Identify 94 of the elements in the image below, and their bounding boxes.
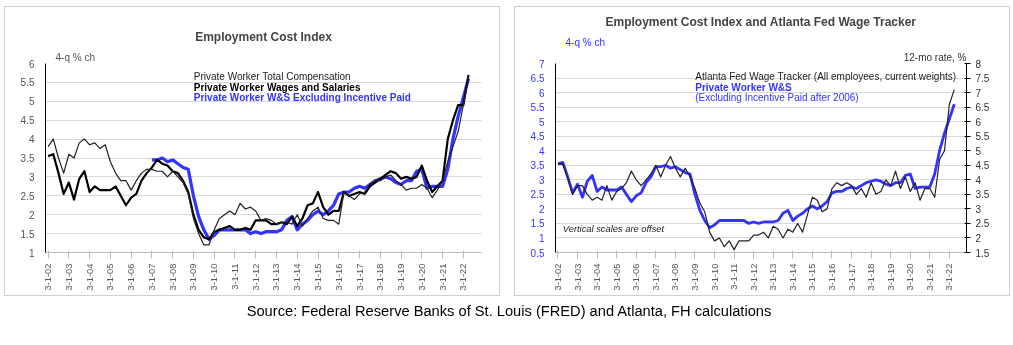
x-tick-label: 3-1-05 (611, 263, 622, 291)
y-tick-label: 1 (28, 247, 35, 259)
y2-tick-label: 5.5 (975, 131, 990, 143)
x-tick-label: 3-1-04 (84, 263, 95, 291)
x-tick-label: 3-1-12 (748, 263, 759, 291)
x-tick-label: 3-1-02 (552, 263, 563, 291)
y-tick-label: 5 (538, 116, 545, 128)
x-tick-label: 3-1-16 (333, 263, 344, 291)
y2-axis-title: 12-mo rate, % (903, 51, 967, 63)
annotation: Vertical scales are offset (562, 223, 665, 234)
x-tick-label: 3-1-22 (944, 263, 955, 291)
x-tick-label: 3-1-16 (826, 263, 837, 291)
text: Private Worker Wages and Salaries (193, 81, 361, 93)
chart-title: Employment Cost Index and Atlanta Fed Wage Tracker (605, 14, 917, 29)
x-tick-label: 3-1-20 (905, 263, 916, 291)
x-tick-label: 3-1-15 (313, 263, 323, 291)
y-tick-label: 6 (538, 87, 545, 99)
x-tick-label: 3-1-13 (768, 263, 779, 291)
y2-tick-label: 7.5 (975, 73, 990, 85)
y-axis-title: 4-q % ch (565, 36, 605, 48)
y2-tick-label: 6 (975, 116, 982, 128)
x-tick-label: 3-1-22 (458, 263, 469, 291)
x-tick-label: 3-1-20 (416, 263, 427, 291)
text: Private Worker W&S (Excluding Incentive Paid after 2006) (695, 81, 859, 104)
x-tick-label: 3-1-18 (866, 263, 877, 291)
x-tick-label: 3-1-21 (437, 263, 448, 291)
chart-title: Employment Cost Index (195, 29, 333, 44)
y-tick-label: 2.5 (20, 190, 35, 202)
y-tick-label: 2.5 (530, 189, 545, 201)
x-tick-label: 3-1-13 (271, 263, 282, 291)
y-tick-label: 4.5 (530, 131, 545, 143)
y-tick-label: 6.5 (530, 73, 545, 85)
y-tick-label: 4.5 (20, 115, 35, 127)
y-tick-label: 2 (538, 203, 545, 215)
y-axis-title: 4-q % ch (55, 51, 95, 63)
x-tick-label: 3-1-14 (787, 263, 798, 291)
x-tick-label: 3-1-17 (354, 263, 365, 291)
y2-tick-label: 7 (975, 87, 982, 99)
x-tick-label: 3-1-07 (146, 263, 157, 291)
y-tick-label: 3 (28, 171, 35, 183)
y-tick-label: 1 (538, 232, 545, 244)
x-tick-label: 3-1-11 (729, 263, 740, 290)
y-tick-label: 3.5 (20, 153, 35, 164)
x-tick-label: 3-1-11 (229, 263, 240, 290)
y2-tick-label: 5 (975, 145, 982, 157)
x-tick-label: 3-1-08 (670, 263, 681, 291)
y-tick-label: 5.5 (530, 102, 545, 114)
y-tick-label: 5.5 (20, 77, 35, 89)
text: Private Worker Total Compensation (193, 71, 351, 83)
x-tick-label: 3-1-18 (375, 263, 386, 291)
source-note: Source: Federal Reserve Banks of St. Louis (FRED) and Atlanta, FH calculations (246, 302, 772, 321)
x-tick-label: 3-1-14 (292, 263, 303, 291)
x-tick-label: 3-1-06 (126, 263, 137, 291)
x-tick-label: 3-1-05 (105, 263, 116, 291)
x-tick-label: 3-1-10 (209, 263, 220, 291)
y-tick-label: 1.5 (20, 228, 35, 240)
y-tick-label: 4 (538, 145, 545, 157)
y-tick-label: 7 (538, 58, 545, 70)
x-tick-label: 3-1-12 (250, 263, 261, 291)
x-tick-label: 3-1-09 (689, 263, 700, 291)
y-tick-label: 4 (28, 134, 35, 146)
x-tick-label: 3-1-02 (43, 263, 54, 291)
x-tick-label: 3-1-15 (807, 263, 818, 291)
x-tick-label: 3-1-21 (924, 263, 935, 291)
x-tick-label: 3-1-19 (396, 263, 407, 291)
y2-tick-label: 3.5 (975, 189, 990, 201)
y-tick-label: 0.5 (530, 247, 545, 259)
y-tick-label: 5 (28, 96, 35, 108)
x-tick-label: 3-1-04 (592, 263, 603, 291)
y-tick-label: 3.5 (530, 160, 545, 172)
x-tick-label: 3-1-17 (846, 263, 857, 291)
y2-tick-label: 2 (975, 232, 982, 244)
text: Private Worker W&S Excluding Incentive Paid (193, 92, 411, 104)
line-series (557, 89, 955, 251)
y2-tick-label: 8 (975, 58, 982, 70)
x-tick-label: 3-1-06 (631, 263, 642, 291)
y-tick-label: 6 (28, 58, 35, 70)
x-tick-label: 3-1-07 (650, 263, 661, 291)
y2-tick-label: 3 (975, 203, 982, 215)
x-tick-label: 3-1-08 (167, 263, 178, 291)
y2-tick-label: 4 (975, 174, 982, 186)
x-tick-label: 3-1-03 (572, 263, 583, 291)
x-tick-label: 3-1-10 (709, 263, 720, 291)
y-tick-label: 1.5 (530, 218, 545, 230)
y2-tick-label: 2.5 (975, 218, 990, 230)
x-tick-label: 3-1-19 (885, 263, 896, 291)
y2-tick-label: 1.5 (975, 247, 990, 259)
y2-tick-label: 6.5 (975, 102, 990, 114)
y-tick-label: 2 (28, 209, 35, 221)
series-label: Atlanta Fed Wage Tracker (All employees, current weights) (695, 71, 957, 83)
x-tick-label: 3-1-03 (63, 263, 74, 291)
x-tick-label: 3-1-09 (188, 263, 199, 291)
y-tick-label: 3 (538, 174, 545, 186)
y2-tick-label: 4.5 (975, 160, 990, 172)
